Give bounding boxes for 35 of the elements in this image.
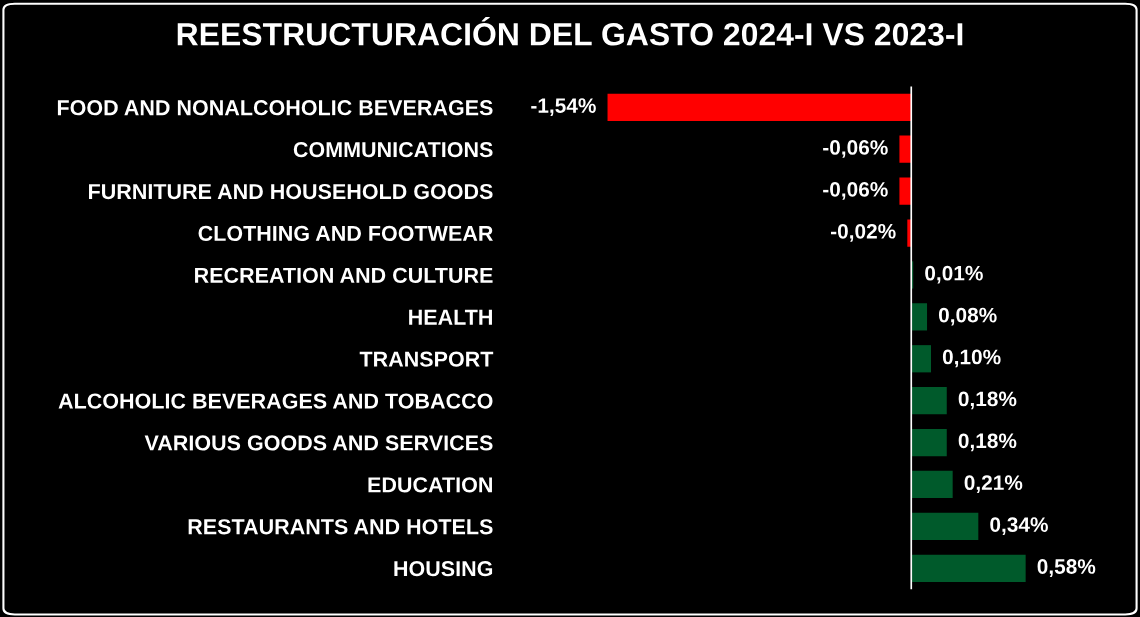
bar bbox=[911, 428, 947, 457]
y-tick-label: TRANSPORT bbox=[359, 351, 494, 367]
y-tick-label: COMMUNICATIONS bbox=[293, 142, 493, 158]
bar bbox=[607, 93, 912, 121]
data-label: 0,10% bbox=[942, 349, 1001, 368]
y-tick-label: HEALTH bbox=[409, 309, 492, 325]
bar bbox=[911, 470, 953, 499]
data-label: 0,08% bbox=[938, 307, 997, 326]
bar bbox=[911, 387, 947, 415]
data-label: -0,06% bbox=[823, 140, 888, 158]
y-tick-label: VARIOUS GOODS AND SERVICES bbox=[144, 435, 493, 451]
bar bbox=[911, 512, 979, 540]
y-tick-label: FURNITURE AND HOUSEHOLD GOODS bbox=[89, 183, 493, 200]
chart-title: REESTRUCTURACIÓN DEL GASTO 2024-I VS 2023-I bbox=[177, 16, 963, 46]
y-tick-label: RESTAURANTS AND HOTELS bbox=[188, 519, 493, 535]
bar bbox=[899, 135, 912, 163]
data-label: 0,58% bbox=[1037, 559, 1096, 577]
bar bbox=[911, 303, 928, 331]
data-label: 0,21% bbox=[964, 475, 1023, 494]
y-tick-label: RECREATION AND CULTURE bbox=[195, 267, 493, 283]
data-label: -0,06% bbox=[823, 181, 888, 200]
y-tick-label: FOOD AND NONALCOHOLIC BEVERAGES bbox=[57, 100, 493, 116]
y-tick-label: HOUSING bbox=[394, 561, 493, 577]
y-tick-label: CLOTHING AND FOOTWEAR bbox=[198, 225, 493, 242]
data-label: -1,54% bbox=[531, 98, 596, 116]
data-label: 0,01% bbox=[925, 265, 983, 284]
bar bbox=[911, 345, 931, 373]
data-label: 0,18% bbox=[958, 433, 1017, 452]
data-label: 0,34% bbox=[990, 517, 1048, 535]
y-tick-label: ALCOHOLIC BEVERAGES AND TOBACCO bbox=[58, 393, 493, 409]
data-label: -0,02% bbox=[831, 223, 896, 242]
bar bbox=[911, 554, 1026, 582]
bar bbox=[899, 177, 912, 205]
y-tick-label: EDUCATION bbox=[368, 477, 492, 493]
data-label: 0,18% bbox=[958, 391, 1017, 410]
